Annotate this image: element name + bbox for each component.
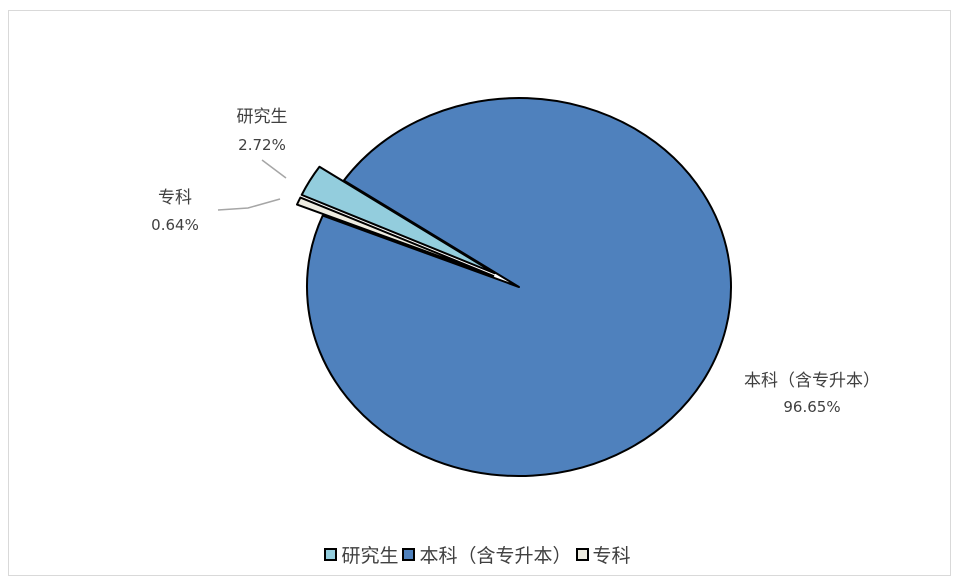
legend: 研究生 本科（含专升本） 专科 — [0, 540, 955, 568]
label-本科-name: 本科（含专升本） — [744, 371, 880, 391]
legend-label-专科: 专科 — [592, 544, 631, 567]
legend-label-研究生: 研究生 — [341, 544, 399, 567]
legend-swatch-专科 — [575, 547, 589, 561]
pie-slice-专科 — [296, 196, 495, 277]
pie-slice-研究生 — [300, 165, 496, 275]
label-研究生-name: 研究生 — [237, 107, 288, 127]
leader-line-研究生 — [261, 159, 287, 179]
legend-label-本科: 本科（含专升本） — [419, 544, 572, 567]
legend-item-专科: 专科 — [575, 541, 631, 568]
label-研究生-value: 2.72% — [238, 136, 286, 154]
leader-line-专科 — [217, 198, 281, 211]
label-本科-value: 96.65% — [783, 398, 840, 416]
legend-swatch-本科 — [402, 547, 416, 561]
label-专科-value: 0.64% — [151, 216, 199, 234]
legend-item-研究生: 研究生 — [324, 541, 398, 568]
pie-slice-本科（含专升本） — [306, 97, 732, 477]
legend-item-本科: 本科（含专升本） — [402, 541, 572, 568]
label-专科-name: 专科 — [158, 188, 192, 208]
legend-swatch-研究生 — [324, 547, 338, 561]
